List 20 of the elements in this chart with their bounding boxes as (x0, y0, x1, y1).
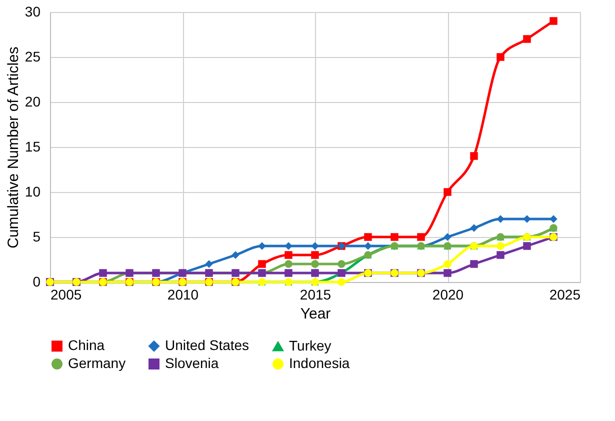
legend-label: Turkey (289, 337, 332, 354)
x-tick-label: 2005 (50, 286, 82, 302)
y-tick-label: 15 (24, 138, 41, 154)
y-axis-title: Cumulative Number of Articles (4, 46, 22, 248)
y-tick-label: 20 (24, 94, 41, 110)
x-tick-label: 2015 (300, 286, 332, 302)
legend-label: China (68, 337, 105, 354)
x-tick-label: 2020 (432, 286, 464, 302)
x-tick-label: 2025 (549, 286, 581, 302)
legend-label: United States (165, 337, 250, 354)
y-tick-label: 30 (24, 4, 41, 20)
y-tick-label: 0 (32, 274, 41, 290)
y-tick-label: 25 (24, 48, 41, 64)
legend-label: Indonesia (289, 355, 350, 371)
y-tick-label: 10 (24, 184, 41, 200)
x-tick-label: 2010 (167, 286, 199, 302)
legend-label: Slovenia (165, 355, 219, 371)
y-tick-label: 5 (32, 228, 41, 244)
x-axis-title: Year (300, 306, 331, 322)
legend-label: Germany (68, 355, 126, 371)
